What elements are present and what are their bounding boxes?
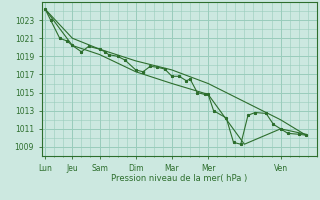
X-axis label: Pression niveau de la mer( hPa ): Pression niveau de la mer( hPa ) [111, 174, 247, 183]
